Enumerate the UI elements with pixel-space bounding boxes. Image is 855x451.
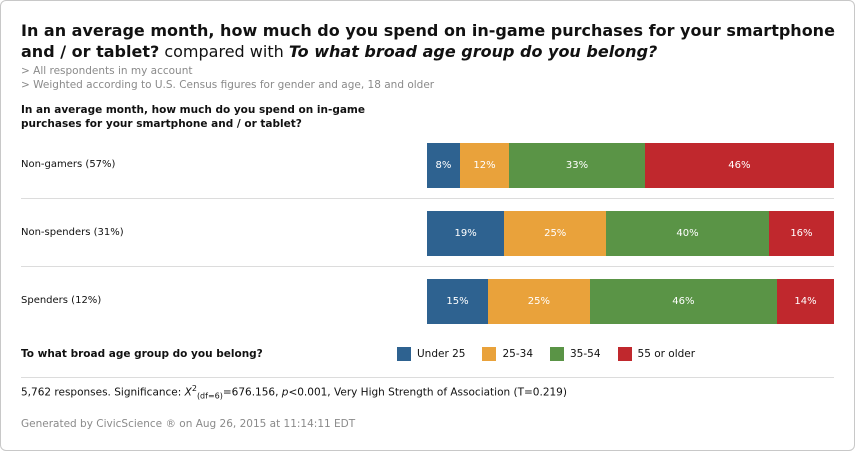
footnote-rest: <0.001, Very High Strength of Associatio… (288, 386, 567, 399)
row-label-1: Non-spenders (31%) (21, 227, 124, 238)
stacked-bar-2: 15% 25% 46% 14% (427, 279, 834, 324)
row-label-2: Spenders (12%) (21, 295, 102, 306)
legend-swatch-2 (550, 347, 564, 361)
bar-segment-1-3: 16% (768, 211, 834, 256)
filter-weighting: > Weighted according to U.S. Census figu… (21, 79, 435, 91)
filters: > All respondents in my account > Weight… (21, 64, 434, 92)
title-compared-with: compared with (159, 42, 289, 61)
footnote-chi: X (184, 386, 192, 399)
row-label-0: Non-gamers (57%) (21, 159, 116, 170)
legend-label-0: Under 25 (417, 348, 466, 360)
legend-label-3: 55 or older (637, 348, 696, 360)
significance-footnote: 5,762 responses. Significance: X2(df=6)=… (21, 384, 567, 401)
legend-label-2: 35-54 (570, 348, 601, 360)
legend-label-1: 25-34 (502, 348, 533, 360)
bar-segment-2-2: 46% (589, 279, 778, 324)
bar-segment-1-2: 40% (606, 211, 769, 256)
legend-swatch-3 (617, 347, 632, 361)
footnote-p: p (281, 386, 289, 399)
bar-segment-0-1: 12% (459, 143, 510, 188)
legend-swatch-1 (482, 347, 497, 361)
legend-title: To what broad age group do you belong? (21, 348, 263, 360)
question-label: In an average month, how much do you spe… (21, 104, 365, 130)
row-divider-1 (21, 266, 834, 267)
stacked-bar-0: 8% 12% 33% 46% (427, 143, 834, 188)
footnote-stat: =676.156, (222, 386, 282, 399)
legend-swatch-0 (397, 347, 411, 361)
title-question-2: To what broad age group do you belong? (288, 42, 658, 61)
footnote-sub: (df=6) (196, 391, 223, 401)
title-question-1: In an average month, how much do you spe… (21, 21, 835, 61)
legend-item-1: 25-34 (482, 347, 533, 361)
bar-segment-0-3: 46% (644, 143, 834, 188)
footer-divider (21, 377, 834, 378)
footnote-sup: 2 (191, 384, 197, 393)
chart-title: In an average month, how much do you spe… (21, 20, 841, 62)
bar-segment-1-0: 19% (427, 211, 505, 256)
bar-segment-1-1: 25% (504, 211, 607, 256)
bar-segment-0-2: 33% (509, 143, 645, 188)
legend-item-2: 35-54 (550, 347, 601, 361)
bar-segment-0-0: 8% (427, 143, 460, 188)
stacked-bar-1: 19% 25% 40% 16% (427, 211, 834, 256)
legend-item-3: 55 or older (617, 347, 696, 361)
bar-segment-2-0: 15% (427, 279, 489, 324)
row-divider-0 (21, 198, 834, 199)
footnote-prefix: 5,762 responses. Significance: (21, 386, 185, 399)
filter-respondents: > All respondents in my account (21, 65, 193, 77)
generated-credit: Generated by CivicScience ® on Aug 26, 2… (21, 418, 356, 430)
legend-item-0: Under 25 (397, 347, 465, 361)
legend: Under 25 25-34 35-54 55 or older (397, 347, 712, 361)
bar-segment-2-3: 14% (777, 279, 834, 324)
bar-segment-2-1: 25% (488, 279, 590, 324)
